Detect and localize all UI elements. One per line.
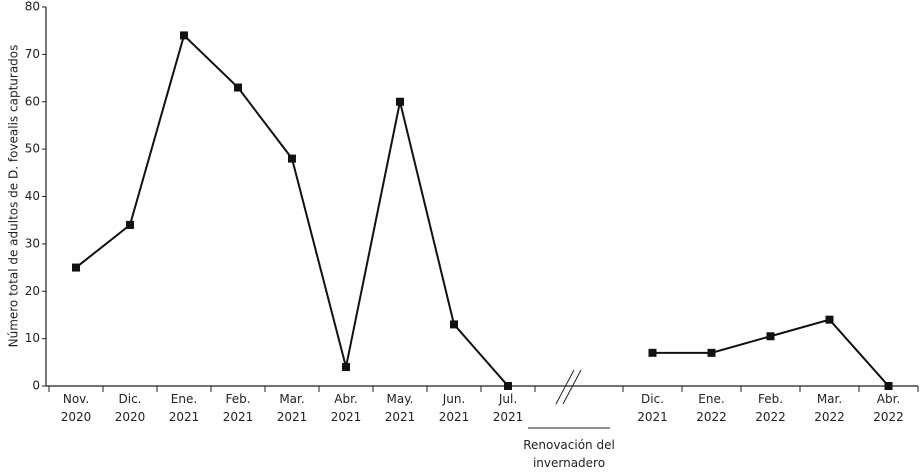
x-tick-label: Dic. 2021 [637,392,668,424]
axis-break [562,369,582,405]
x-tick-label: Abr. 2022 [873,392,904,424]
y-tick-label: 60 [25,94,40,108]
marker [450,320,458,329]
y-tick-label: 70 [25,47,40,61]
marker [648,348,657,357]
y-axis-title: Número total de adultos de D. fovealis c… [7,45,21,348]
y-tick-label: 80 [25,0,40,14]
marker [884,382,893,390]
x-tick-label: Mar. 2022 [814,392,845,424]
x-tick-label: Mar. 2021 [276,392,308,424]
marker [342,363,350,372]
break-label: Renovación del invernadero [523,438,615,470]
marker [396,97,404,106]
x-tick-label: Jul. 2021 [492,392,524,424]
x-tick-label: Feb. 2022 [755,392,786,424]
marker [234,83,242,92]
y-tick-label: 30 [25,236,40,250]
y-tick-label: 50 [25,142,40,156]
marker [72,263,80,272]
y-tick-label: 10 [25,331,40,345]
x-tick-label: Jun. 2021 [438,392,470,424]
marker [707,348,716,357]
y-tick-label: 20 [25,284,40,298]
marker [504,382,512,390]
x-tick-label: Ene. 2022 [696,392,727,424]
marker [825,315,834,324]
x-tick-label: Nov. 2020 [60,392,92,424]
y-tick-label: 0 [32,379,40,393]
y-tick-label: 40 [25,189,40,203]
axis-break [555,369,575,405]
marker [288,154,296,163]
x-tick-label: May. 2021 [384,392,416,424]
marker [126,220,134,229]
x-tick-label: Feb. 2021 [222,392,254,424]
marker [180,31,188,40]
x-tick-label: Abr. 2021 [330,392,362,424]
x-tick-label: Dic. 2020 [114,392,146,424]
x-tick-label: Ene. 2021 [168,392,200,424]
marker [766,332,775,341]
